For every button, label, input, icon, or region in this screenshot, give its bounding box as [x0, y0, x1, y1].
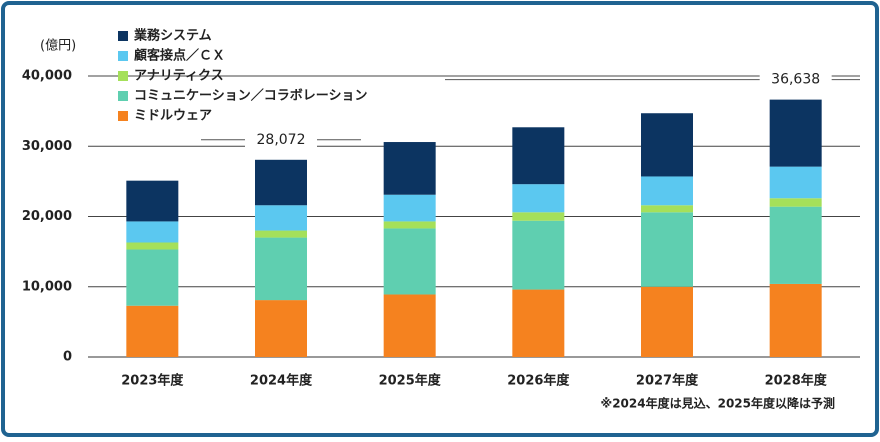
legend-swatch: [118, 91, 128, 101]
bar-segment: [383, 194, 436, 222]
bar-segment: [383, 294, 436, 357]
x-tick-label: 2023年度: [121, 373, 184, 389]
bar-segment: [126, 242, 179, 250]
legend-label: アナリティクス: [134, 69, 224, 84]
bar-segment: [383, 228, 436, 295]
bar-segment: [641, 286, 693, 357]
bar-segment: [769, 166, 822, 199]
bar-segment: [126, 249, 179, 306]
bar-segment: [769, 99, 822, 167]
bar-segment: [126, 221, 179, 243]
bar-segment: [512, 127, 565, 185]
total-label: 28,072: [257, 132, 306, 148]
y-tick-label: 0: [63, 350, 72, 365]
y-tick-label: 20,000: [22, 209, 72, 224]
y-tick-label: 10,000: [22, 279, 72, 294]
legend-label: 顧客接点／ＣＸ: [134, 48, 225, 64]
bar-segment: [641, 176, 693, 206]
y-tick-label: 30,000: [22, 139, 72, 154]
bar-segment: [255, 230, 307, 238]
legend-label: 業務システム: [133, 28, 212, 44]
bar-segment: [641, 212, 693, 287]
bar-segment: [383, 142, 436, 195]
bar-segment: [512, 212, 565, 221]
legend-label: ミドルウェア: [134, 109, 212, 124]
legend-swatch: [118, 71, 128, 81]
bar-segment: [512, 184, 565, 213]
legend-swatch: [118, 111, 128, 121]
x-tick-label: 2027年度: [636, 373, 699, 389]
bar-segment: [255, 300, 307, 357]
legend-swatch: [118, 51, 128, 61]
bar-segment: [769, 206, 822, 284]
legend-swatch: [118, 31, 128, 41]
bar-segment: [383, 221, 436, 229]
bar-segment: [126, 180, 179, 222]
bar-segment: [255, 205, 307, 231]
bar-segment: [126, 305, 179, 357]
total-label-bg: [759, 70, 832, 89]
legend-label: コミュニケーション／コラボレーション: [134, 88, 367, 104]
bar-segment: [641, 113, 693, 177]
note: ※2024年度は見込、2025年度以降は予測: [601, 396, 835, 411]
bar-segment: [512, 289, 565, 357]
x-tick-label: 2024年度: [250, 373, 313, 389]
x-tick-label: 2026年度: [507, 373, 570, 389]
bar-segment: [512, 220, 565, 290]
total-label: 36,638: [771, 72, 820, 88]
y-unit-label: (億円): [40, 38, 76, 54]
bar-segment: [641, 205, 693, 213]
bar-segment: [255, 237, 307, 301]
total-label-bg: [245, 130, 317, 149]
y-tick-label: 40,000: [22, 69, 72, 84]
bar-segment: [769, 283, 822, 357]
x-tick-label: 2028年度: [765, 373, 828, 389]
bar-segment: [769, 198, 822, 207]
bar-segment: [255, 159, 307, 206]
x-tick-label: 2025年度: [379, 373, 442, 389]
